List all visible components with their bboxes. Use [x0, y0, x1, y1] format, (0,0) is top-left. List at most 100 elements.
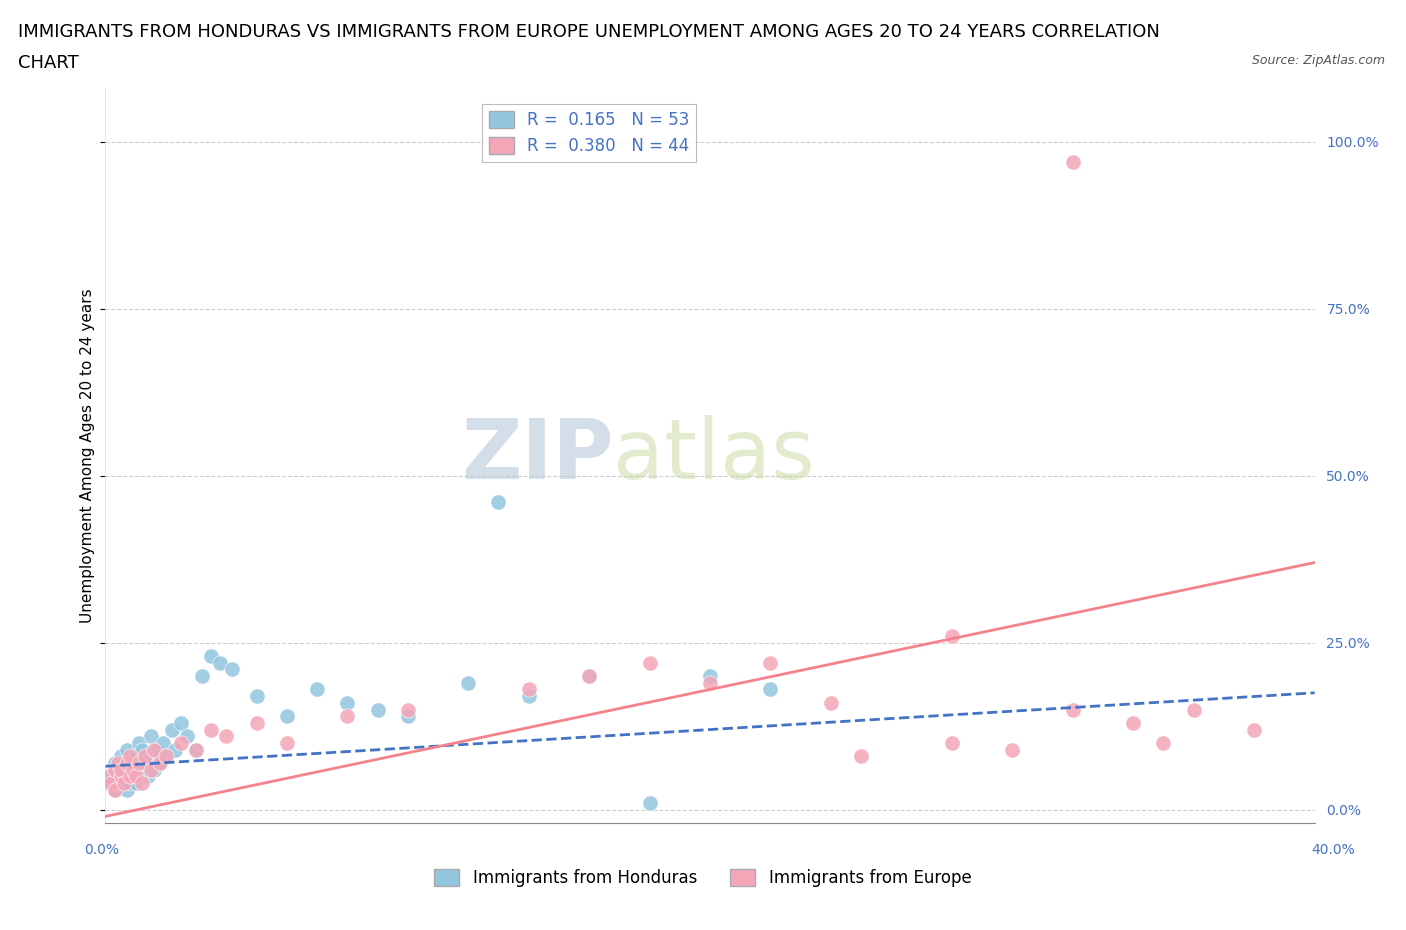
Point [112, 769, 135, 784]
Point [134, 749, 156, 764]
Point [1001, 742, 1024, 757]
Point [124, 776, 148, 790]
Point [396, 709, 419, 724]
Point [578, 669, 600, 684]
Point [209, 656, 232, 671]
Point [118, 776, 141, 790]
Point [131, 742, 153, 757]
Point [131, 763, 153, 777]
Point [142, 742, 165, 757]
Point [941, 629, 963, 644]
Point [115, 755, 138, 770]
Point [759, 682, 782, 697]
Point [488, 495, 510, 510]
Point [110, 776, 132, 790]
Text: atlas: atlas [613, 415, 815, 497]
Point [142, 763, 165, 777]
Point [215, 729, 238, 744]
Point [103, 782, 125, 797]
Point [160, 722, 183, 737]
Point [186, 742, 208, 757]
Point [149, 755, 172, 770]
Point [118, 763, 141, 777]
Point [1153, 736, 1175, 751]
Point [97, 769, 120, 784]
Point [100, 769, 122, 784]
Point [103, 755, 125, 770]
Point [1062, 702, 1084, 717]
Point [107, 755, 129, 770]
Point [200, 648, 222, 663]
Point [107, 763, 129, 777]
Point [176, 729, 198, 744]
Point [110, 749, 132, 764]
Point [128, 755, 150, 770]
Legend: R =  0.165   N = 53, R =  0.380   N = 44: R = 0.165 N = 53, R = 0.380 N = 44 [482, 104, 696, 162]
Point [112, 755, 135, 770]
Point [118, 749, 141, 764]
Legend: Immigrants from Honduras, Immigrants from Europe: Immigrants from Honduras, Immigrants fro… [427, 862, 979, 894]
Point [128, 736, 150, 751]
Point [191, 669, 214, 684]
Point [118, 769, 141, 784]
Point [307, 682, 329, 697]
Point [699, 675, 721, 690]
Point [121, 769, 143, 784]
Point [163, 742, 186, 757]
Point [200, 722, 222, 737]
Point [134, 755, 156, 770]
Point [246, 715, 269, 730]
Point [366, 702, 388, 717]
Point [941, 736, 963, 751]
Point [115, 742, 138, 757]
Text: CHART: CHART [18, 54, 79, 72]
Point [186, 742, 208, 757]
Point [699, 669, 721, 684]
Point [110, 763, 132, 777]
Point [124, 769, 148, 784]
Text: IMMIGRANTS FROM HONDURAS VS IMMIGRANTS FROM EUROPE UNEMPLOYMENT AMONG AGES 20 TO: IMMIGRANTS FROM HONDURAS VS IMMIGRANTS F… [18, 23, 1160, 41]
Point [149, 755, 172, 770]
Point [110, 769, 132, 784]
Point [136, 769, 159, 784]
Point [103, 782, 125, 797]
Point [517, 682, 540, 697]
Point [155, 749, 177, 764]
Point [115, 782, 138, 797]
Point [396, 702, 419, 717]
Point [578, 669, 600, 684]
Point [146, 742, 169, 757]
Point [112, 776, 135, 790]
Text: 40.0%: 40.0% [1310, 843, 1355, 857]
Point [100, 776, 122, 790]
Point [336, 696, 359, 711]
Point [152, 736, 174, 751]
Point [107, 769, 129, 784]
Text: Source: ZipAtlas.com: Source: ZipAtlas.com [1251, 54, 1385, 67]
Point [170, 715, 193, 730]
Point [276, 709, 298, 724]
Text: ZIP: ZIP [461, 415, 613, 497]
Point [1182, 702, 1205, 717]
Y-axis label: Unemployment Among Ages 20 to 24 years: Unemployment Among Ages 20 to 24 years [80, 288, 96, 623]
Point [246, 689, 269, 704]
Point [759, 656, 782, 671]
Point [276, 736, 298, 751]
Point [638, 795, 661, 810]
Point [124, 749, 148, 764]
Point [121, 763, 143, 777]
Point [97, 776, 120, 790]
Point [110, 763, 132, 777]
Point [121, 755, 143, 770]
Point [170, 736, 193, 751]
Point [1122, 715, 1144, 730]
Point [820, 696, 842, 711]
Point [139, 749, 162, 764]
Point [336, 709, 359, 724]
Point [638, 656, 661, 671]
Point [139, 763, 162, 777]
Point [139, 729, 162, 744]
Text: 0.0%: 0.0% [84, 843, 118, 857]
Point [849, 749, 872, 764]
Point [517, 689, 540, 704]
